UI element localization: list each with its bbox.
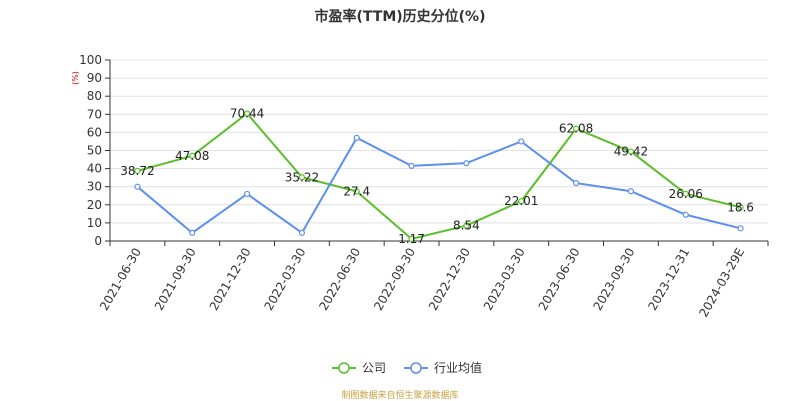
- data-label: 22.01: [504, 194, 538, 208]
- data-point: [737, 204, 744, 211]
- data-point: [572, 179, 580, 187]
- data-label: 35.22: [285, 170, 319, 184]
- x-tick-label: 2023-03-30: [481, 246, 528, 313]
- data-label: 38.72: [120, 164, 154, 178]
- data-label: 1.17: [398, 232, 425, 246]
- data-point: [737, 225, 744, 232]
- legend: 公司 行业均值: [332, 360, 482, 375]
- data-point: [408, 162, 415, 169]
- legend-marker: [410, 362, 422, 374]
- y-tick-label: 0: [94, 234, 102, 248]
- legend-label: 公司: [362, 361, 386, 375]
- x-tick-label: 2021-09-30: [152, 246, 199, 313]
- x-tick-label: 2023-09-30: [591, 246, 638, 313]
- data-point: [134, 183, 141, 190]
- data-point: [463, 222, 470, 229]
- data-point: [298, 229, 306, 236]
- data-point: [518, 198, 525, 205]
- y-tick-label: 30: [87, 180, 102, 194]
- y-tick-label: 10: [87, 216, 102, 230]
- data-point: [518, 138, 525, 145]
- data-point: [353, 134, 360, 141]
- data-point: [134, 167, 141, 175]
- y-tick-label: 100: [79, 53, 102, 67]
- data-label: 62.08: [559, 122, 593, 136]
- grid-lines: [110, 59, 768, 224]
- data-point: [353, 188, 360, 195]
- y-tick-label: 80: [87, 89, 102, 103]
- series-line-1: [137, 112, 741, 240]
- data-point: [189, 152, 196, 159]
- legend-marker: [338, 362, 350, 374]
- y-tick-label: 60: [87, 125, 102, 139]
- x-tick-label: 2022-03-30: [262, 246, 309, 313]
- data-labels: 38.72 47.08 70.44 35.22 27.4 1.17 8.54 22.01 62.…: [120, 107, 754, 246]
- data-label: 26.06: [669, 187, 703, 201]
- y-tick-label: 90: [87, 71, 102, 85]
- data-label: 47.08: [175, 149, 209, 163]
- x-tick-label: 2022-06-30: [316, 246, 363, 313]
- legend-label: 行业均值: [434, 360, 482, 375]
- data-label: 70.44: [230, 107, 264, 121]
- x-tick-label: 2022-12-30: [426, 245, 473, 312]
- data-label: 8.54: [453, 219, 480, 233]
- data-point: [243, 110, 251, 117]
- source-footnote: 制图数据来自恒生聚源数据库: [341, 391, 459, 401]
- data-point: [627, 188, 635, 195]
- x-tick-label: 2023-12-31: [645, 246, 692, 313]
- data-label: 18.6: [727, 200, 754, 214]
- x-tick-label: 2022-09-30: [371, 246, 418, 313]
- y-tick-label: 50: [87, 144, 102, 158]
- data-point: [572, 125, 580, 132]
- data-point: [627, 148, 635, 155]
- y-tick-label: 40: [87, 162, 102, 176]
- x-tick-label: 2021-06-30: [97, 246, 144, 313]
- data-point: [682, 190, 689, 197]
- data-point: [243, 190, 251, 198]
- series-lines: [134, 110, 744, 242]
- chart-title: 市盈率(TTM)历史分位(%): [314, 9, 486, 25]
- x-tick-label: 2023-06-30: [536, 246, 583, 313]
- data-point: [463, 160, 470, 167]
- data-point: [408, 235, 415, 242]
- y-tick-label: 20: [87, 198, 102, 212]
- series-line-2: [136, 136, 741, 235]
- data-point: [189, 229, 196, 236]
- y-tick-label: 70: [87, 107, 102, 121]
- data-label: 49.42: [614, 145, 648, 159]
- data-point: [682, 211, 689, 218]
- y-axis-unit: (%): [71, 71, 80, 85]
- data-label: 27.4: [343, 184, 370, 198]
- data-point: [298, 174, 306, 181]
- x-tick-label: 2024-03-29E: [696, 246, 747, 320]
- x-tick-label: 2021-12-30: [207, 245, 254, 312]
